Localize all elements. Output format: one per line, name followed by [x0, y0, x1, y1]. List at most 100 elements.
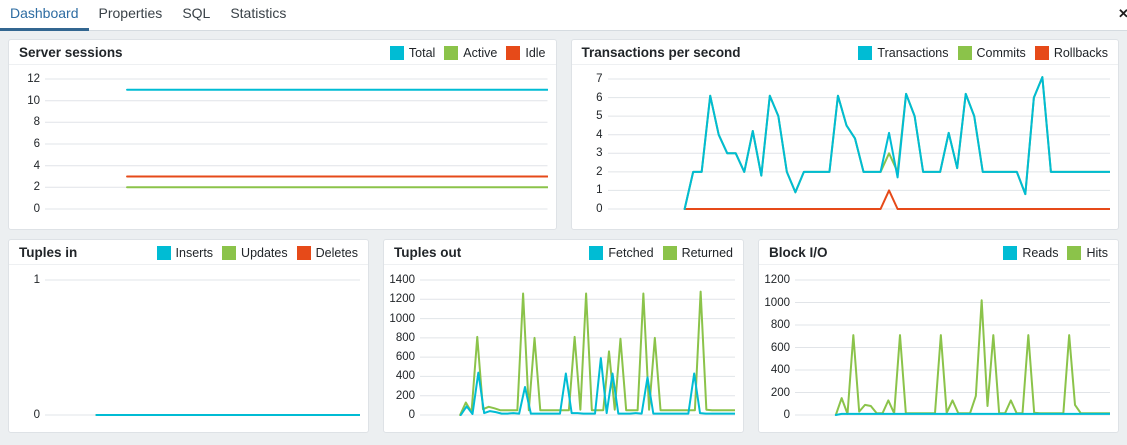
legend-swatch-icon	[1067, 245, 1082, 260]
y-tick-label: 0	[33, 409, 40, 421]
legend-label: Inserts	[175, 245, 214, 260]
chart-canvas	[608, 67, 1111, 227]
y-tick-label: 800	[395, 331, 415, 344]
chart-legend: Total Active Idle	[389, 45, 546, 60]
chart-panel-header: Tuples in Inserts Updates Deletes	[9, 240, 368, 265]
chart-legend: Reads Hits	[1003, 245, 1108, 260]
y-tick-label: 1000	[764, 296, 790, 309]
chart-panel-header: Server sessions Total Active Idle	[9, 40, 556, 65]
legend-item-returned: Returned	[662, 245, 733, 260]
legend-item-updates: Updates	[222, 245, 288, 260]
tab-statistics[interactable]: Statistics	[230, 5, 287, 21]
charts-row-top: Server sessions Total Active Idle 12 10 8 6 4 2…	[8, 39, 1119, 230]
y-tick-label: 4	[33, 159, 40, 172]
legend-label: Idle	[525, 45, 546, 60]
chart-legend: Transactions Commits Rollbacks	[858, 45, 1108, 60]
legend-item-deletes: Deletes	[296, 245, 358, 260]
y-tick-label: 1200	[389, 293, 415, 306]
legend-item-commits: Commits	[957, 45, 1026, 60]
y-axis-labels: 1200 1000 800 600 400 200 0	[759, 267, 795, 430]
chart-panel-block-io: Block I/O Reads Hits 1200 1000 800 600 400 200…	[758, 239, 1119, 433]
legend-label: Active	[463, 45, 498, 60]
chart-title: Tuples out	[394, 245, 462, 260]
legend-swatch-icon	[506, 45, 521, 60]
chart-panel-tuples-out: Tuples out Fetched Returned 1400 1200 1000 8…	[383, 239, 744, 433]
y-tick-label: 12	[27, 73, 40, 85]
y-tick-label: 1400	[389, 274, 415, 286]
series-line-transactions	[684, 77, 1110, 209]
y-tick-label: 0	[783, 409, 790, 421]
legend-swatch-icon	[957, 45, 972, 60]
y-tick-label: 800	[770, 319, 790, 331]
chart-area: 12 10 8 6 4 2 0	[9, 65, 556, 229]
y-tick-label: 200	[395, 389, 415, 402]
chart-legend: Inserts Updates Deletes	[156, 245, 358, 260]
y-tick-label: 0	[408, 409, 415, 421]
legend-swatch-icon	[222, 245, 237, 260]
chart-legend: Fetched Returned	[589, 245, 733, 260]
y-tick-label: 3	[596, 147, 603, 160]
y-tick-label: 6	[596, 91, 603, 104]
y-tick-label: 2	[596, 165, 603, 178]
y-tick-label: 8	[33, 116, 40, 129]
legend-swatch-icon	[389, 45, 404, 60]
series-line-commits	[684, 77, 1110, 209]
y-tick-label: 1	[33, 274, 40, 286]
chart-panel-transactions-per-second: Transactions per second Transactions Comm…	[570, 39, 1119, 230]
chart-canvas	[45, 67, 548, 227]
legend-label: Transactions	[877, 45, 949, 60]
legend-item-fetched: Fetched	[589, 245, 654, 260]
legend-swatch-icon	[662, 245, 677, 260]
y-tick-label: 7	[596, 73, 603, 85]
legend-item-total: Total	[389, 45, 436, 60]
legend-swatch-icon	[1034, 45, 1049, 60]
legend-item-transactions: Transactions	[858, 45, 949, 60]
y-tick-label: 400	[395, 370, 415, 383]
chart-canvas	[45, 267, 360, 430]
series-line-reads	[836, 414, 1110, 415]
dashboard-content: Server sessions Total Active Idle 12 10 8 6 4 2…	[0, 31, 1127, 441]
series-line-hits	[836, 300, 1110, 415]
close-icon[interactable]: ✕	[1118, 6, 1127, 21]
y-tick-label: 200	[770, 386, 790, 399]
chart-title: Server sessions	[19, 45, 123, 60]
legend-item-hits: Hits	[1067, 245, 1108, 260]
y-tick-label: 600	[770, 341, 790, 354]
y-tick-label: 400	[770, 364, 790, 376]
tab-properties[interactable]: Properties	[98, 5, 163, 21]
tab-sql[interactable]: SQL	[182, 5, 211, 21]
y-tick-label: 1200	[764, 274, 790, 286]
tab-dashboard[interactable]: Dashboard	[0, 0, 89, 31]
legend-item-reads: Reads	[1003, 245, 1058, 260]
series-line-fetched	[461, 358, 735, 415]
legend-swatch-icon	[1003, 245, 1018, 260]
legend-item-active: Active	[444, 45, 498, 60]
legend-item-idle: Idle	[506, 45, 546, 60]
legend-label: Updates	[241, 245, 288, 260]
y-tick-label: 0	[596, 203, 603, 215]
legend-swatch-icon	[589, 245, 604, 260]
chart-panel-header: Block I/O Reads Hits	[759, 240, 1118, 265]
chart-area: 7 6 5 4 3 2 1 0	[572, 65, 1119, 229]
y-axis-labels: 12 10 8 6 4 2 0	[9, 67, 45, 227]
y-tick-label: 0	[33, 203, 40, 215]
legend-label: Total	[408, 45, 436, 60]
chart-panel-header: Transactions per second Transactions Comm…	[571, 40, 1118, 65]
chart-title: Block I/O	[769, 245, 828, 260]
legend-label: Rollbacks	[1053, 45, 1108, 60]
series-line-rollbacks	[684, 190, 1110, 209]
legend-item-inserts: Inserts	[156, 245, 214, 260]
legend-label: Hits	[1086, 245, 1108, 260]
chart-title: Tuples in	[19, 245, 78, 260]
y-tick-label: 1	[596, 184, 603, 197]
chart-panel-server-sessions: Server sessions Total Active Idle 12 10 8 6 4 2…	[8, 39, 557, 230]
chart-area: 1200 1000 800 600 400 200 0	[759, 265, 1118, 432]
legend-label: Deletes	[315, 245, 358, 260]
y-tick-label: 5	[596, 110, 603, 123]
tab-bar: Dashboard Properties SQL Statistics ✕	[0, 0, 1127, 31]
legend-label: Fetched	[608, 245, 654, 260]
